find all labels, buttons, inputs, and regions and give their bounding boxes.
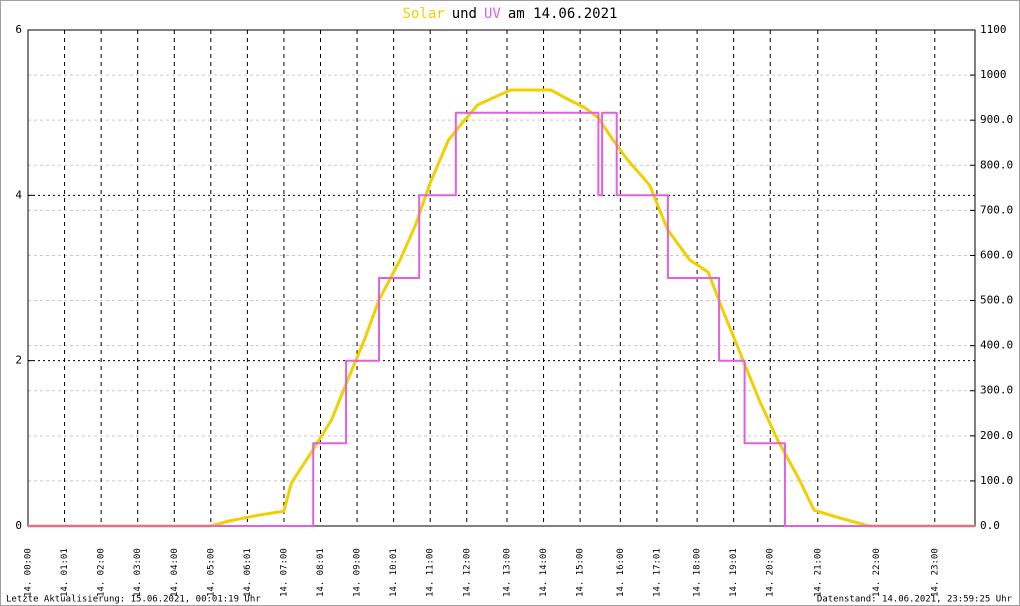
y2-tick-label: 900.0 (980, 113, 1013, 126)
x-tick-label: 14. 05:00 (206, 548, 216, 597)
x-tick-label: 14. 11:00 (426, 548, 436, 597)
y-tick-label: 4 (15, 188, 22, 201)
x-tick-label: 14. 03:00 (133, 548, 143, 597)
y2-tick-label: 200.0 (980, 429, 1013, 442)
title-date: am 14.06.2021 (508, 6, 618, 22)
x-tick-label: 14. 00:00 (24, 548, 34, 597)
y2-tick-label: 300.0 (980, 384, 1013, 397)
y2-tick-label: 1100 (980, 23, 1007, 36)
x-tick-label: 14. 02:00 (97, 548, 107, 597)
y2-tick-label: 700.0 (980, 203, 1013, 216)
x-tick-label: 14. 06:01 (243, 548, 253, 597)
x-tick-label: 14. 14:00 (539, 548, 549, 597)
x-tick-label: 14. 16:00 (616, 548, 626, 597)
title-joiner: und (452, 6, 477, 22)
title-uv: UV (484, 6, 501, 22)
y2-tick-label: 600.0 (980, 248, 1013, 261)
x-tick-label: 14. 10:01 (389, 548, 399, 597)
x-tick-label: 14. 15:00 (576, 548, 586, 597)
x-tick-label: 14. 23:00 (930, 548, 940, 597)
x-tick-label: 14. 12:00 (462, 548, 472, 597)
y-tick-label: 2 (15, 354, 22, 367)
y2-tick-label: 500.0 (980, 294, 1013, 307)
x-tick-label: 14. 21:00 (813, 548, 823, 597)
x-tick-label: 14. 19:01 (729, 548, 739, 597)
y2-tick-label: 100.0 (980, 474, 1013, 487)
y2-tick-label: 400.0 (980, 339, 1013, 352)
y2-tick-label: 1000 (980, 68, 1007, 81)
y-tick-label: 6 (15, 23, 22, 36)
x-tick-label: 14. 09:00 (353, 548, 363, 597)
series-line (28, 111, 975, 527)
x-tick-label: 14. 01:01 (60, 548, 70, 597)
x-tick-label: 14. 20:00 (766, 548, 776, 597)
x-tick-label: 14. 08:01 (316, 548, 326, 597)
chart-title: Solar und UV am 14.06.2021 (403, 6, 618, 22)
y2-tick-label: 800.0 (980, 158, 1013, 171)
x-tick-label: 14. 17:01 (652, 548, 662, 597)
y2-tick-label: 0.0 (980, 519, 1000, 532)
x-tick-label: 14. 22:00 (872, 548, 882, 597)
plot-frame (27, 29, 976, 527)
title-solar: Solar (403, 6, 445, 22)
x-tick-label: 14. 04:00 (170, 548, 180, 597)
footer-right: Datenstand: 14.06.2021, 23:59:25 Uhr (817, 595, 1013, 605)
x-tick-label: 14. 18:00 (693, 548, 703, 597)
footer-left: Letzte Aktualisierung: 15.06.2021, 00:01… (6, 595, 261, 605)
x-tick-label: 14. 13:00 (502, 548, 512, 597)
x-tick-label: 14. 07:00 (279, 548, 289, 597)
y-tick-label: 0 (15, 519, 22, 532)
